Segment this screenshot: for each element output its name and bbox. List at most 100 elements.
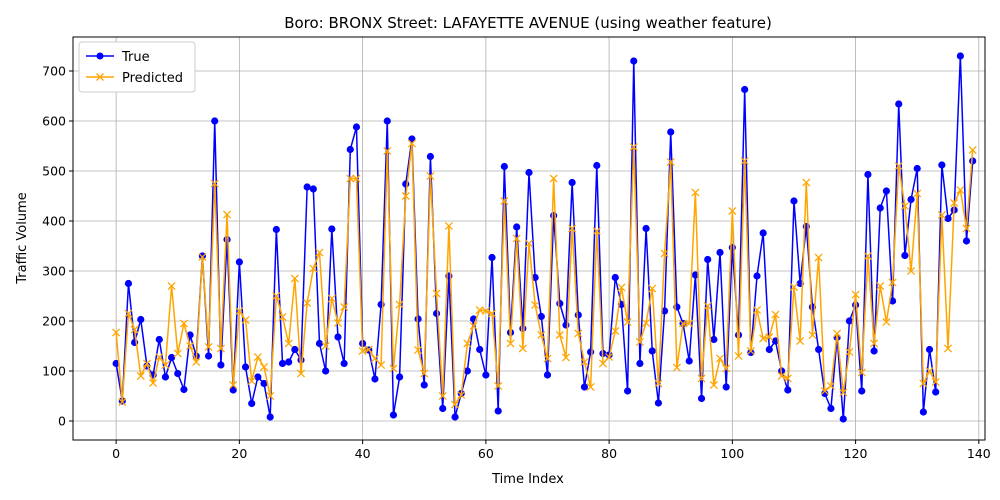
data-point-predicted — [130, 325, 139, 334]
data-point-true — [956, 52, 964, 60]
y-axis-label: Traffic Volume — [15, 192, 30, 285]
data-point-true — [476, 345, 484, 354]
data-point-predicted — [913, 189, 922, 198]
data-point-true — [574, 311, 582, 319]
data-point-predicted — [642, 318, 651, 328]
data-point-true — [716, 248, 724, 257]
data-point-predicted — [414, 345, 423, 355]
data-point-predicted — [882, 317, 891, 327]
data-point-true — [414, 315, 422, 323]
data-point-true — [254, 373, 262, 381]
data-point-true — [383, 117, 391, 125]
data-point-predicted — [364, 345, 373, 354]
data-point-true — [389, 411, 398, 419]
data-point-predicted — [962, 224, 971, 233]
data-point-true — [765, 345, 773, 354]
data-point-true — [174, 369, 182, 378]
data-point-predicted — [167, 281, 176, 291]
data-point-true — [827, 404, 835, 413]
data-point-true — [938, 161, 946, 169]
data-point-predicted — [518, 344, 527, 353]
data-point-true — [291, 345, 299, 354]
data-point-true — [784, 386, 792, 394]
y-tick-label: 300 — [42, 264, 66, 279]
data-point-true — [790, 197, 798, 205]
data-point-predicted — [586, 382, 595, 392]
data-point-predicted — [432, 289, 441, 298]
data-point-predicted — [346, 174, 355, 183]
data-point-predicted — [919, 379, 928, 388]
data-point-predicted — [118, 397, 127, 407]
data-point-true — [593, 161, 601, 170]
data-point-predicted — [272, 291, 281, 301]
data-point-predicted — [506, 339, 515, 348]
data-point-predicted — [925, 366, 934, 376]
data-point-predicted — [352, 174, 361, 183]
x-tick-label: 80 — [601, 446, 617, 461]
data-point-predicted — [149, 378, 158, 388]
data-point-predicted — [654, 379, 663, 388]
data-point-true — [858, 387, 866, 395]
data-point-predicted — [660, 249, 669, 258]
data-point-true — [309, 185, 317, 193]
data-point-predicted — [235, 306, 244, 316]
data-point-predicted — [333, 318, 343, 328]
data-point-true — [488, 253, 496, 262]
data-point-true — [969, 157, 977, 165]
x-axis-label: Time Index — [491, 472, 564, 487]
data-point-predicted — [401, 191, 410, 201]
data-point-predicted — [241, 315, 250, 325]
data-point-predicted — [161, 360, 170, 370]
data-point-true — [895, 100, 903, 108]
data-point-predicted — [771, 310, 780, 319]
data-point-predicted — [463, 339, 472, 348]
data-point-predicted — [777, 371, 786, 381]
legend-predicted-marker — [96, 73, 104, 81]
series-predicted — [112, 139, 977, 409]
data-point-true — [543, 371, 552, 379]
data-point-predicted — [340, 302, 349, 312]
data-point-predicted — [678, 319, 688, 328]
data-point-true — [235, 258, 243, 266]
data-point-true — [821, 389, 829, 398]
data-point-predicted — [789, 282, 799, 292]
data-point-true — [494, 407, 502, 415]
x-tick-label: 100 — [720, 446, 744, 461]
series-true — [112, 52, 977, 423]
data-point-predicted — [222, 210, 232, 219]
data-point-predicted — [531, 300, 540, 310]
data-point-predicted — [783, 374, 792, 383]
legend-entry-predicted: Predicted — [86, 71, 183, 86]
data-point-true — [402, 180, 410, 188]
data-point-true — [371, 375, 379, 383]
data-point-predicted — [894, 161, 903, 171]
data-point-true — [260, 379, 268, 388]
data-point-predicted — [703, 301, 712, 311]
data-point-true — [623, 387, 632, 395]
legend-box — [78, 41, 196, 93]
legend-predicted-label: Predicted — [122, 71, 183, 86]
data-point-true — [180, 385, 188, 394]
data-point-predicted — [155, 352, 164, 362]
data-point-true — [241, 363, 250, 371]
series-layer — [112, 52, 977, 423]
data-point-true — [167, 353, 176, 362]
data-point-predicted — [845, 347, 854, 357]
data-point-true — [315, 339, 324, 348]
data-point-predicted — [851, 290, 860, 299]
data-point-true — [525, 168, 533, 177]
data-point-predicted — [561, 353, 571, 362]
data-point-true — [654, 399, 663, 407]
data-point-predicted — [296, 369, 306, 378]
ticks: 0 20 40 60 80 100 120 140 0 100 200 300 400 500 600 700 — [42, 64, 991, 462]
data-point-predicted — [481, 306, 490, 316]
data-point-predicted — [247, 376, 256, 386]
data-point-true — [426, 152, 435, 161]
data-point-predicted — [186, 341, 195, 351]
data-point-predicted — [759, 334, 768, 343]
data-point-predicted — [833, 329, 842, 338]
data-point-true — [642, 224, 650, 233]
data-point-true — [944, 214, 952, 223]
data-point-true — [537, 312, 545, 321]
data-point-true — [395, 373, 404, 381]
